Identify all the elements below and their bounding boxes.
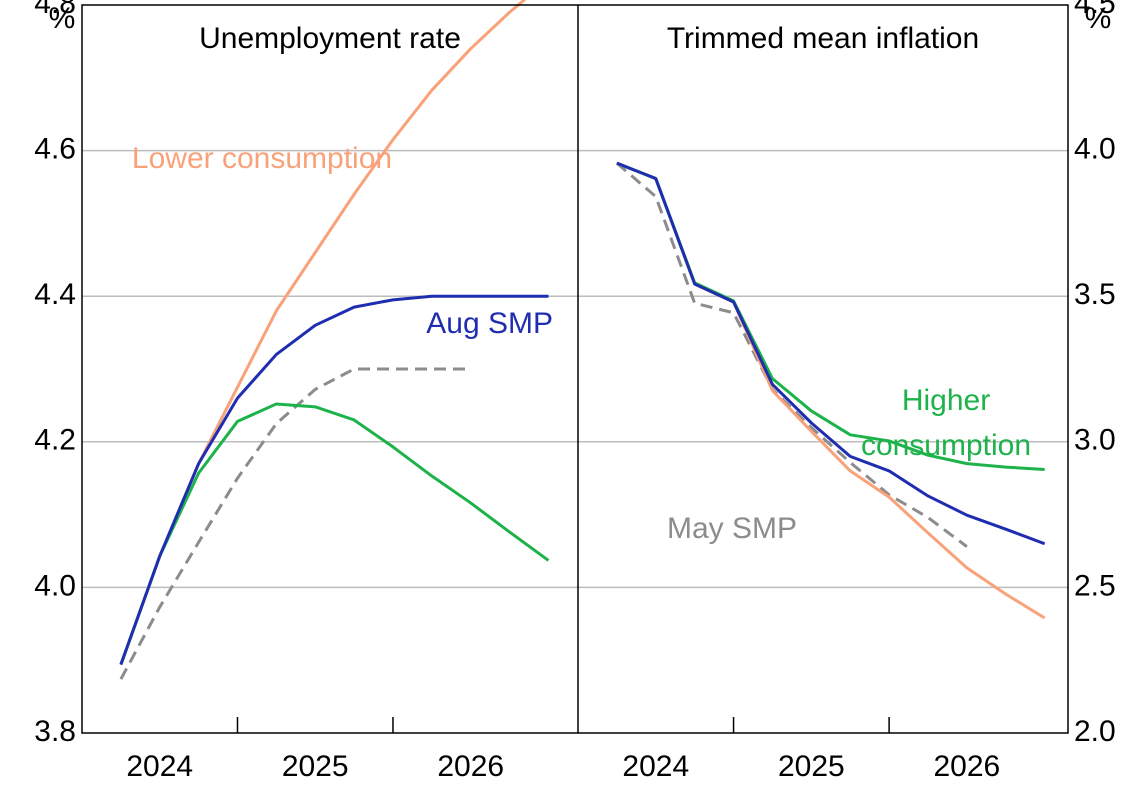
grid [82, 149, 1068, 589]
panel-title: Unemployment rate [199, 22, 461, 55]
series-label-line: Higher [902, 384, 990, 417]
y-tick-label: 4.0 [1074, 133, 1116, 166]
y-tick-label: 4.2 [34, 424, 76, 457]
series-line [119, 402, 550, 666]
y-tick-label: 4.4 [34, 278, 76, 311]
y-tick-label: 4.6 [34, 133, 76, 166]
plot-frame [81, 4, 1069, 734]
panel-title: Trimmed mean inflation [667, 22, 979, 55]
x-tick-label: 2026 [934, 750, 1001, 783]
x-tick-label: 2026 [437, 750, 504, 783]
y-tick-label: 4.0 [34, 569, 76, 602]
series-label: May SMP [667, 512, 797, 545]
y-tick-label: 3.8 [34, 715, 76, 748]
y-axis-unit: % [49, 2, 76, 35]
x-tick-label: 2025 [282, 750, 349, 783]
y-tick-label: 2.5 [1074, 569, 1116, 602]
series-line [616, 161, 1046, 546]
y-tick-label: 4.5 [1074, 0, 1116, 20]
x-tick-label: 2025 [778, 750, 845, 783]
series-line [615, 161, 968, 548]
lines [119, 0, 1046, 680]
y-axis-unit: % [1085, 2, 1112, 35]
y-tick-label: 2.0 [1074, 715, 1116, 748]
y-tick-label: 3.5 [1074, 278, 1116, 311]
y-tick-label: 3.0 [1074, 424, 1116, 457]
series-label: Aug SMP [426, 307, 553, 340]
x-tick-label: 2024 [126, 750, 193, 783]
series-label-line: consumption [861, 429, 1031, 462]
y-tick-label: 4.8 [34, 0, 76, 20]
series-line [616, 161, 1045, 471]
series-label: Lower consumption [132, 142, 392, 175]
series-line [119, 294, 549, 666]
series-label: Higher consumption [861, 384, 1031, 462]
x-tick-label: 2024 [622, 750, 689, 783]
